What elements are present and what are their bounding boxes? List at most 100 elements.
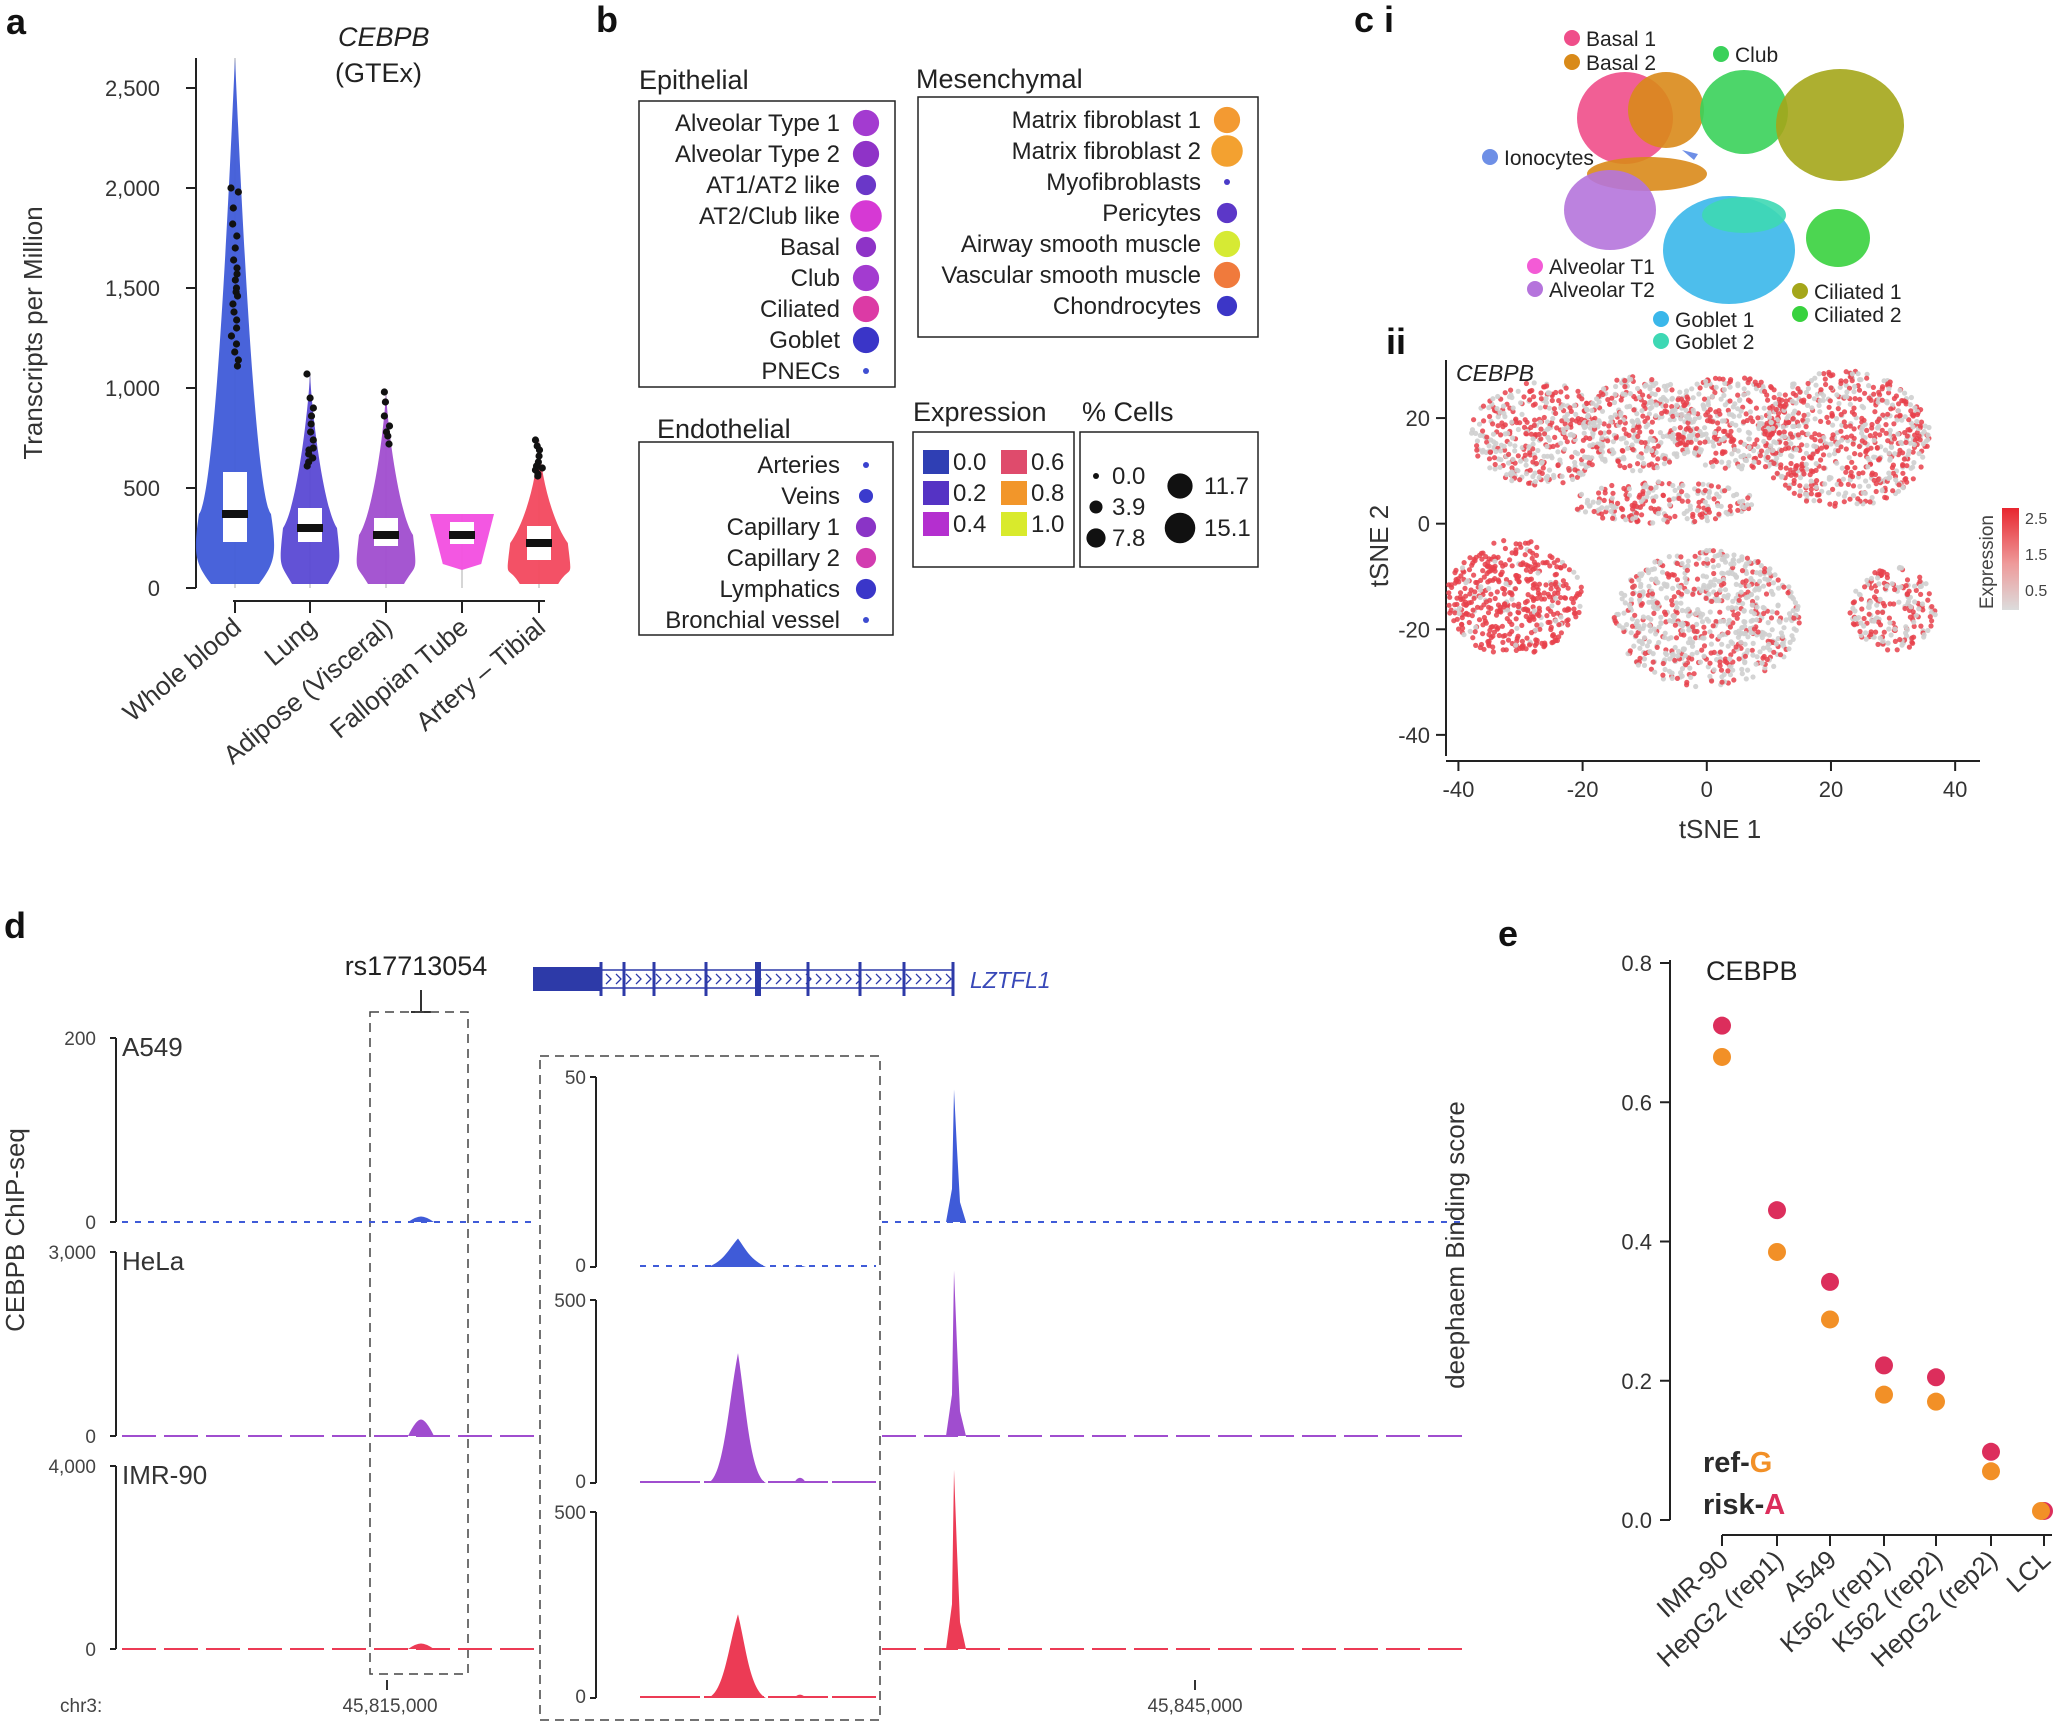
tsne-point xyxy=(1865,455,1871,461)
tsne-point xyxy=(1487,465,1493,471)
tsne-point xyxy=(1480,428,1486,434)
tsne-x-tick-label: 20 xyxy=(1819,777,1843,802)
tsne-point xyxy=(1869,425,1875,431)
tsne-point xyxy=(1766,632,1772,638)
tsne-point xyxy=(1537,419,1543,425)
tsne-point xyxy=(1850,483,1857,489)
tsne-point xyxy=(1650,520,1656,526)
tsne-point xyxy=(1834,460,1840,466)
tsne-point xyxy=(1843,469,1849,475)
tsne-point xyxy=(1663,403,1669,409)
track-ymax-label: 3,000 xyxy=(48,1243,96,1264)
tsne-point xyxy=(1630,468,1636,474)
legend-risk-allele: A xyxy=(1764,1489,1785,1521)
tsne-point xyxy=(1808,468,1814,474)
tsne-point xyxy=(1709,678,1715,684)
tsne-point xyxy=(1669,675,1675,682)
violin-median xyxy=(297,524,323,532)
tsne-point xyxy=(1852,396,1858,402)
tsne-point xyxy=(1513,547,1519,553)
violin-outlier-point xyxy=(229,300,237,308)
tsne-point xyxy=(1532,417,1538,423)
tsne-point xyxy=(1708,641,1714,647)
tsne-point xyxy=(1766,641,1772,647)
celltype-name: Lymphatics xyxy=(720,576,841,603)
tsne-point xyxy=(1740,579,1746,585)
tsne-point xyxy=(1453,567,1459,573)
tsne-point xyxy=(1486,456,1493,462)
tsne-point xyxy=(1478,577,1484,584)
group-title: Mesenchymal xyxy=(916,64,1083,94)
tsne-point xyxy=(1649,591,1656,597)
tsne-point xyxy=(1528,564,1534,570)
tsne-point xyxy=(1837,384,1843,390)
tsne-point xyxy=(1836,400,1842,407)
track-snp-peak xyxy=(408,1419,434,1436)
tsne-point xyxy=(1488,591,1494,597)
tsne-point xyxy=(1654,464,1660,471)
gene-label: LZTFL1 xyxy=(970,967,1051,993)
tsne-point xyxy=(1919,601,1925,607)
tsne-point xyxy=(1565,606,1571,612)
tsne-point xyxy=(1884,575,1890,581)
expression-swatch xyxy=(923,512,949,536)
tsne-point xyxy=(1730,598,1736,604)
tsne-point xyxy=(1818,445,1825,451)
tsne-point xyxy=(1751,448,1757,454)
tsne-point xyxy=(1550,632,1556,638)
tsne-point xyxy=(1527,388,1533,395)
tsne-point xyxy=(1904,577,1911,583)
tsne-point xyxy=(1517,541,1523,547)
tsne-point xyxy=(1812,431,1818,437)
cluster-ciliated-1 xyxy=(1776,69,1904,181)
tsne-point xyxy=(1470,607,1476,613)
tsne-point xyxy=(1619,447,1625,454)
tsne-point xyxy=(1698,588,1705,594)
tsne-point xyxy=(1898,565,1905,571)
tsne-point xyxy=(1886,615,1892,621)
gene-exon xyxy=(951,962,955,996)
tsne-point xyxy=(1808,486,1814,492)
tsne-point xyxy=(1726,485,1732,491)
tsne-point xyxy=(1843,446,1849,452)
celltype-name: Ciliated xyxy=(760,296,840,323)
tsne-point xyxy=(1835,439,1841,446)
tsne-point xyxy=(1877,568,1883,574)
tsne-point xyxy=(1736,413,1742,419)
tsne-point xyxy=(1729,412,1735,418)
tsne-point xyxy=(1766,414,1773,420)
tsne-point xyxy=(1902,605,1908,612)
colorbar-tick-label: 0.5 xyxy=(2025,583,2047,600)
tsne-point xyxy=(1493,448,1499,455)
tsne-point xyxy=(1736,464,1742,470)
tsne-point xyxy=(1744,555,1750,561)
tsne-point xyxy=(1861,417,1867,423)
tsne-point xyxy=(1547,619,1553,625)
tsne-point xyxy=(1558,630,1564,636)
tsne-point xyxy=(1896,401,1902,407)
tsne-point xyxy=(1875,425,1881,431)
tsne-point xyxy=(1863,630,1869,636)
tsne-point xyxy=(1522,417,1528,423)
tsne-point xyxy=(1670,585,1676,592)
tsne-point xyxy=(1768,431,1774,437)
tsne-point xyxy=(1490,396,1496,402)
tsne-point xyxy=(1569,454,1575,460)
intron-chevron xyxy=(665,973,672,985)
tsne-point xyxy=(1635,385,1641,392)
tsne-point xyxy=(1471,556,1477,562)
tsne-point xyxy=(1828,475,1834,481)
tsne-point xyxy=(1911,442,1917,448)
cluster-name: Ionocytes xyxy=(1504,147,1594,170)
tsne-point xyxy=(1758,448,1765,454)
tsne-point xyxy=(1473,430,1479,436)
tsne-point xyxy=(1679,434,1685,440)
tsne-point xyxy=(1519,411,1525,417)
intron-chevron xyxy=(895,973,902,985)
expression-legend-title: Expression xyxy=(913,397,1047,427)
cluster-name: Basal 2 xyxy=(1586,52,1656,75)
tsne-point xyxy=(1887,474,1893,481)
tsne-point xyxy=(1534,622,1540,628)
celltype-name: Vascular smooth muscle xyxy=(941,262,1201,289)
tsne-point xyxy=(1724,659,1730,666)
